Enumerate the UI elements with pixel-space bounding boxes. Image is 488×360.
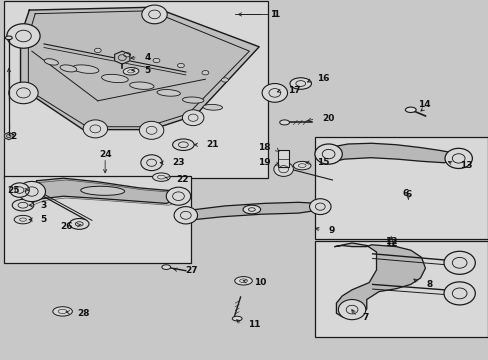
Text: 15: 15: [316, 158, 329, 167]
Text: 20: 20: [322, 114, 334, 122]
Ellipse shape: [221, 78, 228, 82]
Ellipse shape: [243, 205, 260, 214]
Ellipse shape: [72, 65, 99, 73]
Text: 12: 12: [384, 239, 397, 248]
Ellipse shape: [182, 97, 203, 103]
Ellipse shape: [177, 63, 184, 68]
Ellipse shape: [10, 183, 29, 197]
Ellipse shape: [338, 300, 365, 320]
Text: 13: 13: [459, 161, 471, 170]
Ellipse shape: [141, 155, 162, 171]
Text: 6: 6: [402, 189, 408, 198]
Ellipse shape: [314, 144, 342, 164]
Text: 16: 16: [316, 74, 329, 83]
Text: 28: 28: [77, 309, 90, 318]
Text: 22: 22: [176, 175, 188, 184]
Ellipse shape: [443, 251, 474, 274]
Ellipse shape: [5, 36, 12, 40]
Text: 21: 21: [206, 140, 219, 149]
Ellipse shape: [444, 148, 471, 168]
Text: 1: 1: [272, 10, 279, 19]
Text: 24: 24: [99, 150, 111, 159]
Ellipse shape: [14, 215, 32, 224]
Text: 4: 4: [144, 53, 150, 62]
Text: 14: 14: [417, 100, 430, 109]
Polygon shape: [4, 132, 13, 140]
Polygon shape: [182, 202, 322, 220]
Ellipse shape: [262, 84, 287, 102]
Bar: [4, 1, 267, 178]
Ellipse shape: [69, 219, 89, 229]
Text: 6: 6: [405, 190, 410, 199]
Ellipse shape: [157, 90, 180, 96]
Text: 17: 17: [288, 86, 301, 95]
Ellipse shape: [12, 199, 34, 211]
Ellipse shape: [174, 207, 197, 224]
Ellipse shape: [123, 53, 130, 57]
Text: 2: 2: [10, 132, 16, 141]
Ellipse shape: [293, 161, 310, 170]
Text: 1: 1: [269, 10, 276, 19]
Ellipse shape: [129, 82, 154, 89]
Polygon shape: [20, 7, 259, 130]
Ellipse shape: [443, 282, 474, 305]
Ellipse shape: [309, 199, 330, 215]
Ellipse shape: [279, 120, 289, 125]
Ellipse shape: [83, 120, 107, 138]
Ellipse shape: [142, 5, 167, 24]
Text: 7: 7: [362, 313, 368, 322]
Ellipse shape: [405, 107, 415, 113]
Ellipse shape: [53, 307, 72, 316]
Text: 5: 5: [40, 215, 46, 224]
Ellipse shape: [102, 74, 128, 83]
Bar: [315, 137, 487, 239]
Ellipse shape: [203, 104, 222, 110]
Ellipse shape: [60, 65, 77, 72]
Bar: [277, 150, 288, 167]
Text: 26: 26: [60, 222, 72, 231]
Text: 9: 9: [328, 226, 334, 235]
Ellipse shape: [153, 58, 160, 63]
Bar: [4, 176, 190, 263]
Ellipse shape: [182, 110, 203, 126]
Polygon shape: [114, 51, 130, 64]
Ellipse shape: [172, 139, 194, 150]
Ellipse shape: [166, 187, 190, 205]
Text: 3: 3: [40, 201, 46, 210]
Ellipse shape: [232, 316, 242, 321]
Ellipse shape: [81, 186, 124, 195]
Text: 18: 18: [258, 143, 270, 152]
Polygon shape: [25, 178, 183, 203]
Ellipse shape: [202, 71, 208, 75]
Ellipse shape: [234, 276, 252, 285]
Ellipse shape: [289, 78, 311, 89]
Ellipse shape: [123, 68, 139, 75]
Ellipse shape: [18, 181, 45, 202]
Bar: [315, 241, 487, 337]
Ellipse shape: [162, 265, 170, 270]
Polygon shape: [322, 143, 461, 163]
Ellipse shape: [9, 82, 38, 104]
Text: 25: 25: [7, 186, 20, 195]
Text: 12: 12: [384, 238, 397, 247]
Ellipse shape: [273, 162, 293, 176]
Text: 27: 27: [184, 266, 197, 275]
Ellipse shape: [44, 59, 58, 65]
Text: 8: 8: [426, 280, 432, 289]
Ellipse shape: [94, 48, 101, 53]
Polygon shape: [334, 243, 425, 318]
Ellipse shape: [139, 121, 163, 139]
Text: 23: 23: [172, 158, 184, 167]
Text: 5: 5: [144, 66, 150, 75]
Ellipse shape: [152, 173, 170, 181]
Text: 11: 11: [248, 320, 261, 329]
Ellipse shape: [7, 24, 40, 48]
Text: 19: 19: [258, 158, 270, 167]
Text: 10: 10: [254, 278, 266, 287]
